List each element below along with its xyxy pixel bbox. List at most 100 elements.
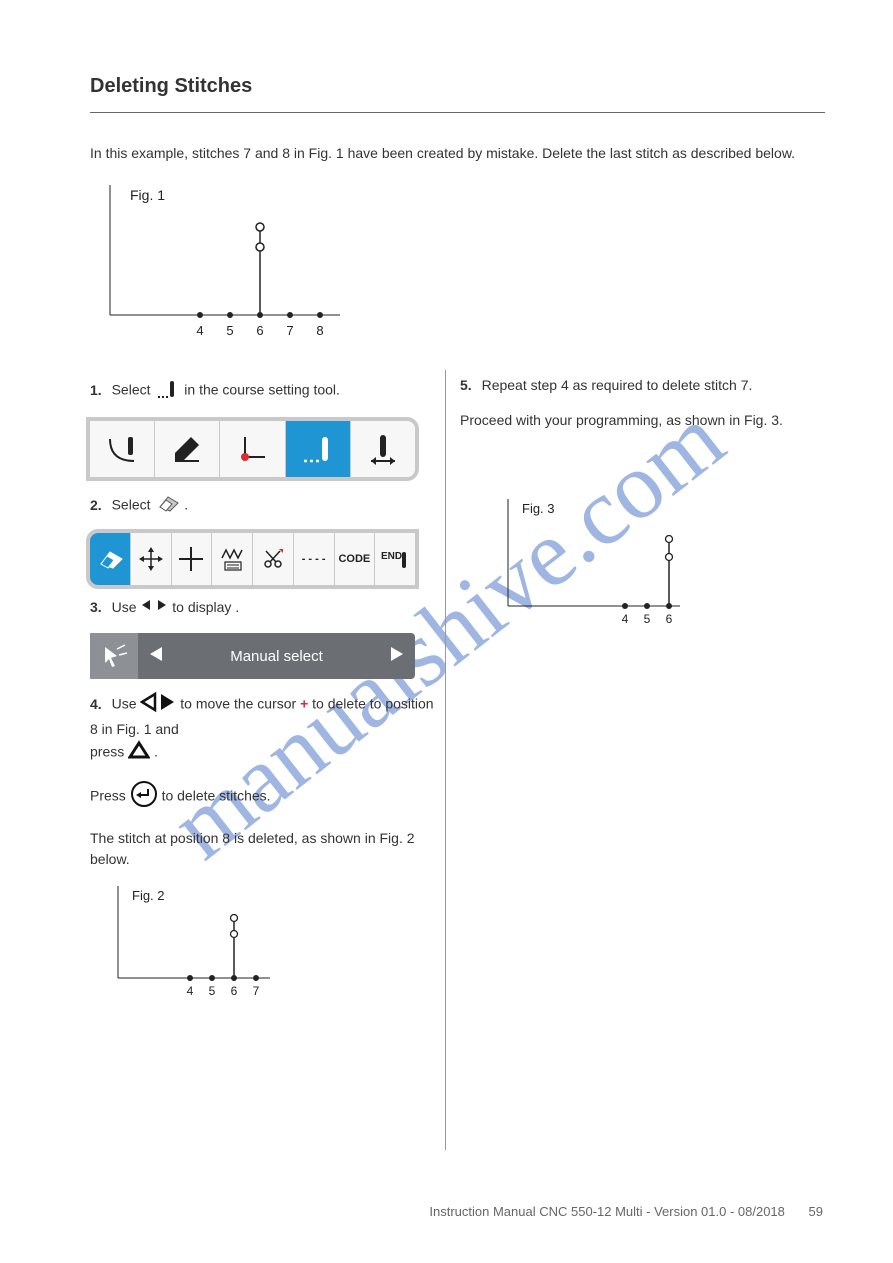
needle-move-button[interactable] — [351, 421, 415, 477]
end-needle-icon: END — [380, 546, 410, 572]
step-3-text-post: . — [235, 599, 239, 615]
step-5b: Proceed with your programming, as shown … — [460, 410, 820, 431]
corner-point-button[interactable] — [220, 421, 285, 477]
step-4-note: The stitch at position 8 is deleted, as … — [90, 828, 440, 870]
course-toolbar — [90, 421, 415, 477]
top-rule — [90, 112, 825, 113]
step-4d: Press to delete stitches. — [90, 780, 440, 814]
svg-text:END: END — [381, 551, 402, 562]
crosshair-icon — [179, 547, 203, 571]
svg-text:6: 6 — [256, 323, 263, 338]
svg-text:4: 4 — [622, 612, 629, 626]
manual-select-bar[interactable]: Manual select — [90, 633, 415, 679]
needle-move-icon — [365, 431, 401, 467]
page-footer: Instruction Manual CNC 550-12 Multi - Ve… — [0, 1204, 823, 1219]
step-1-text-post: in the course setting tool. — [184, 382, 340, 398]
step-3: 3. Use to display . — [90, 597, 440, 619]
step-2: 2. Select . — [90, 493, 440, 519]
figure-2: 4 5 6 7 Fig. 2 — [110, 878, 440, 1013]
pencil-line-icon — [169, 431, 205, 467]
step-1-number: 1. — [90, 382, 102, 398]
svg-text:Fig. 1: Fig. 1 — [130, 187, 165, 203]
slip-pattern-icon — [219, 546, 245, 572]
svg-text:5: 5 — [226, 323, 233, 338]
svg-text:7: 7 — [253, 984, 260, 998]
eraser-icon — [154, 493, 180, 519]
corner-point-icon — [235, 431, 271, 467]
step-1: 1. Select in the course setting tool. — [90, 375, 440, 407]
svg-text:5: 5 — [209, 984, 216, 998]
step-4-number: 4. — [90, 696, 102, 712]
manual-select-prev-button[interactable] — [138, 645, 174, 668]
slip-pattern-button[interactable] — [212, 533, 253, 585]
step-3-text-mid: to display — [172, 599, 235, 615]
step-4b-text-pre: press — [90, 744, 128, 760]
step-2-text-pre: Select — [112, 497, 155, 513]
feed-button[interactable] — [286, 421, 351, 477]
svg-text:6: 6 — [231, 984, 238, 998]
step-3-number: 3. — [90, 599, 102, 615]
svg-text:7: 7 — [286, 323, 293, 338]
dash-button[interactable]: - - - - — [294, 533, 335, 585]
chevron-left-icon — [148, 645, 164, 663]
page-number: 59 — [809, 1204, 823, 1219]
move-arrows-button[interactable] — [131, 533, 172, 585]
code-button[interactable]: CODE — [335, 533, 376, 585]
svg-text:Fig. 3: Fig. 3 — [522, 501, 555, 516]
footer-text: Instruction Manual CNC 550-12 Multi - Ve… — [429, 1204, 785, 1219]
up-triangle-outline-icon — [128, 740, 150, 766]
left-right-small-icon — [140, 597, 168, 619]
step-5: 5. Repeat step 4 as required to delete s… — [460, 375, 820, 396]
right-column: 5. Repeat step 4 as required to delete s… — [460, 375, 820, 641]
step-2-number: 2. — [90, 497, 102, 513]
figure-2-svg: 4 5 6 7 Fig. 2 — [110, 878, 290, 1008]
dash-label: - - - - — [302, 553, 326, 565]
column-divider — [445, 370, 446, 1150]
step-3-text-pre: Use — [112, 599, 141, 615]
scissors-button[interactable] — [253, 533, 294, 585]
code-label: CODE — [338, 553, 370, 565]
step-2-text-post: . — [184, 497, 188, 513]
svg-text:6: 6 — [666, 612, 673, 626]
scissors-icon — [261, 547, 285, 571]
step-4-text-mid: to move the cursor — [180, 696, 300, 712]
pencil-line-button[interactable] — [155, 421, 220, 477]
stitch-to-point-icon — [104, 431, 140, 467]
step-4d-text-post: to delete stitches. — [162, 788, 271, 804]
figure-1: 4 5 6 7 8 Fig. 1 — [100, 175, 360, 350]
stitch-to-point-button[interactable] — [90, 421, 155, 477]
feed-icon — [154, 375, 180, 407]
chevron-right-icon — [389, 645, 405, 663]
eraser-button[interactable] — [90, 533, 131, 585]
cursor-plus-icon: + — [300, 696, 308, 712]
section-title: Deleting Stitches — [90, 75, 252, 98]
intro-text: In this example, stitches 7 and 8 in Fig… — [90, 145, 795, 161]
step-5-text: Repeat step 4 as required to delete stit… — [482, 377, 753, 393]
step-4c-text: . — [154, 744, 158, 760]
eraser-icon — [96, 548, 124, 570]
feed-icon — [300, 431, 336, 467]
step-4d-text-pre: Press — [90, 788, 130, 804]
figure-3-svg: 4 5 6 Fig. 3 — [500, 491, 700, 636]
left-right-outline-icon — [140, 691, 176, 719]
end-button[interactable]: END — [375, 533, 415, 585]
svg-text:8: 8 — [316, 323, 323, 338]
figure-3: 4 5 6 Fig. 3 — [500, 491, 820, 641]
page-root: { "header": { "section_title": "Deleting… — [0, 0, 893, 1263]
figure-1-svg: 4 5 6 7 8 Fig. 1 — [100, 175, 360, 345]
left-column: 1. Select in the course setting tool. 2.… — [90, 375, 440, 1013]
manual-select-next-button[interactable] — [379, 645, 415, 668]
edit-toolbar: - - - - CODE END — [90, 533, 415, 585]
step-1-text-pre: Select — [112, 382, 155, 398]
svg-text:5: 5 — [644, 612, 651, 626]
step-4: 4. Use to move the cursor + to delete to… — [90, 691, 440, 766]
crosshair-button[interactable] — [172, 533, 213, 585]
svg-text:4: 4 — [196, 323, 203, 338]
step-5-number: 5. — [460, 377, 472, 393]
move-arrows-icon — [139, 547, 163, 571]
svg-text:Fig. 2: Fig. 2 — [132, 888, 165, 903]
svg-text:4: 4 — [187, 984, 194, 998]
step-4-text-pre: Use — [112, 696, 141, 712]
manual-select-icon — [90, 633, 138, 679]
manual-select-label: Manual select — [174, 648, 379, 665]
